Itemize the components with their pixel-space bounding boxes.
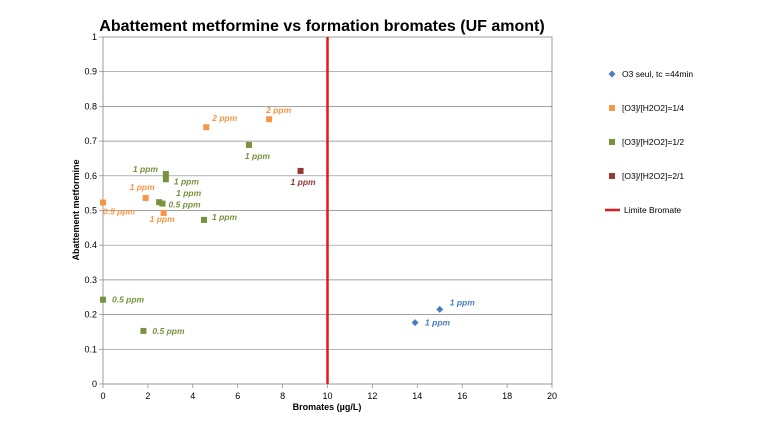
x-tick-label: 14	[412, 391, 422, 401]
legend-marker	[609, 139, 615, 145]
data-point-marker	[266, 116, 273, 123]
x-tick-label: 8	[280, 391, 285, 401]
legend-label: Limite Bromate	[624, 205, 681, 215]
data-point-marker	[162, 176, 169, 183]
x-axis-title: Bromates (µg/L)	[293, 402, 362, 412]
data-point-marker	[100, 296, 106, 303]
x-tick-label: 4	[190, 391, 195, 401]
data-point-label: 1 ppm	[176, 188, 201, 198]
data-point-marker	[201, 216, 208, 223]
y-tick-label: 0.9	[84, 67, 97, 77]
x-tick-label: 2	[145, 391, 150, 401]
data-point-marker	[100, 199, 106, 206]
data-point-marker	[245, 141, 252, 148]
legend-marker	[608, 70, 616, 78]
y-axis-ticks: 0 0.1 0.2 0.3 0.4 0.5 0.6 0.7 0.8 0.9 1	[84, 32, 103, 389]
data-point-label: 0.5 ppm	[112, 295, 145, 305]
data-point-label: 1 ppm	[133, 164, 158, 174]
y-tick-label: 0.5	[84, 206, 97, 216]
data-point-label: 2 ppm	[265, 105, 291, 115]
data-point-label: 0.5 ppm	[103, 207, 136, 217]
data-point-label: 0.5 ppm	[168, 200, 201, 210]
data-point-label: 0.5 ppm	[152, 326, 185, 336]
legend-label: O3 seul, tc =44min	[622, 69, 693, 79]
x-tick-label: 12	[367, 391, 377, 401]
y-tick-label: 0.6	[84, 171, 97, 181]
data-labels: 1 ppm 1 ppm 2 ppm 2 ppm 1 ppm 1 ppm 0.5 ppm 1 p…	[103, 105, 475, 336]
data-point-marker	[142, 195, 149, 202]
data-point-label: 1 ppm	[212, 212, 237, 222]
data-point-marker	[140, 327, 147, 334]
y-tick-label: 0.2	[84, 310, 97, 320]
data-point-label: 2 ppm	[211, 113, 237, 123]
legend-label: [O3]/[H2O2]=1/2	[622, 137, 684, 147]
x-tick-label: 18	[502, 391, 512, 401]
data-point-marker	[411, 319, 419, 327]
data-point-label: 1 ppm	[130, 182, 155, 192]
x-tick-label: 0	[100, 391, 105, 401]
y-axis-title: Abattement metformine	[71, 159, 81, 260]
data-point-marker	[203, 124, 210, 131]
y-tick-label: 0.4	[84, 240, 97, 250]
x-tick-label: 10	[322, 391, 332, 401]
x-axis-ticks: 0 2 4 6 8 10 12 14 16 18 20	[100, 384, 557, 401]
x-tick-label: 6	[235, 391, 240, 401]
y-tick-label: 0.7	[84, 136, 97, 146]
data-point-label: 1 ppm	[291, 177, 316, 187]
y-tick-label: 1	[92, 32, 97, 42]
data-point-label: 1 ppm	[425, 318, 450, 328]
y-tick-label: 0	[92, 379, 97, 389]
y-tick-label: 0.1	[84, 344, 97, 354]
data-point-label: 1 ppm	[450, 297, 475, 307]
data-point-marker	[156, 199, 163, 206]
legend-label: [O3]/[H2O2]=2/1	[622, 171, 684, 181]
chart-title: Abattement metformine vs formation broma…	[99, 18, 544, 35]
legend-label: [O3]/[H2O2]=1/4	[622, 103, 684, 113]
legend: O3 seul, tc =44min [O3]/[H2O2]=1/4 [O3]/[H…	[605, 69, 693, 215]
plot-area: 0 2 4 6 8 10 12 14 16 18 20 0 0.1 0.2 0.3 0.4 0.5 0.6 0.7…	[84, 32, 557, 401]
data-point-label: 1 ppm	[245, 151, 270, 161]
data-point-label: 1 ppm	[150, 214, 175, 224]
data-point-label: 1 ppm	[174, 176, 199, 186]
x-tick-label: 20	[547, 391, 557, 401]
y-tick-label: 0.8	[84, 101, 97, 111]
data-points	[100, 116, 444, 334]
y-tick-label: 0.3	[84, 275, 97, 285]
data-point-marker	[159, 200, 166, 207]
data-point-marker	[297, 167, 304, 174]
legend-marker	[609, 173, 615, 179]
data-point-marker	[436, 305, 444, 313]
data-point-marker	[160, 209, 167, 216]
x-tick-label: 16	[457, 391, 467, 401]
data-point-marker	[162, 171, 169, 178]
legend-marker	[609, 105, 615, 111]
